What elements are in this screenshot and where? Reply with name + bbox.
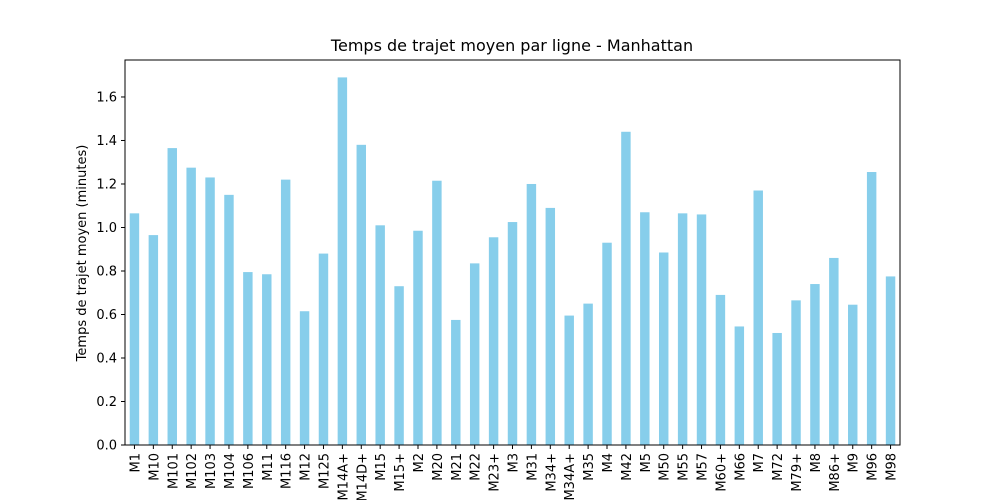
x-tick-label: M34A+ bbox=[563, 453, 578, 500]
bars-group bbox=[129, 77, 896, 446]
bar-M34A+ bbox=[564, 315, 574, 445]
y-tick-label: 0.0 bbox=[96, 439, 117, 454]
bar-M57 bbox=[696, 214, 707, 445]
x-tick-label: M125 bbox=[317, 453, 332, 489]
bar-M3 bbox=[507, 222, 518, 445]
bar-M116 bbox=[280, 179, 291, 446]
bar-M20 bbox=[432, 180, 442, 445]
chart-title: Temps de trajet moyen par ligne - Manhat… bbox=[330, 36, 693, 55]
x-tick-label: M22 bbox=[469, 453, 484, 481]
x-tick-label: M5 bbox=[639, 453, 654, 473]
y-tick-label: 1.0 bbox=[96, 221, 117, 236]
x-tick-label: M60+ bbox=[714, 453, 729, 492]
bar-M34+ bbox=[545, 207, 556, 445]
x-tick-label: M31 bbox=[525, 453, 540, 481]
bar-M4 bbox=[602, 242, 612, 445]
bar-M96 bbox=[866, 172, 877, 445]
x-tick-label: M15+ bbox=[393, 453, 408, 492]
bar-M23+ bbox=[488, 237, 499, 445]
bar-M22 bbox=[469, 263, 480, 445]
x-tick-label: M79+ bbox=[790, 453, 805, 492]
x-axis-ticks: M1 M10 M101 M102 M103 M104 M106 M11 M116 M12 M125 M… bbox=[128, 445, 900, 500]
x-tick-label: M72 bbox=[771, 453, 786, 481]
x-tick-label: M66 bbox=[733, 453, 748, 481]
x-tick-label: M55 bbox=[677, 453, 692, 481]
x-tick-label: M101 bbox=[166, 453, 181, 489]
y-tick-label: 0.2 bbox=[96, 395, 117, 410]
bar-M14D+ bbox=[356, 144, 367, 445]
x-tick-label: M102 bbox=[185, 453, 200, 489]
bar-M12 bbox=[299, 311, 310, 445]
bar-M42 bbox=[621, 131, 631, 445]
x-tick-label: M106 bbox=[242, 453, 257, 489]
x-tick-label: M103 bbox=[204, 453, 219, 489]
bar-M79+ bbox=[791, 300, 801, 445]
x-tick-label: M3 bbox=[507, 453, 522, 473]
x-tick-label: M14D+ bbox=[355, 453, 370, 500]
y-tick-label: 0.4 bbox=[96, 351, 117, 366]
bar-M106 bbox=[243, 272, 253, 445]
bar-M72 bbox=[772, 332, 782, 445]
y-axis-ticks: 0.0 0.2 0.4 0.6 0.8 1.0 1.2 1.4 1.6 bbox=[96, 90, 125, 454]
bar-M15+ bbox=[394, 286, 404, 445]
x-tick-label: M116 bbox=[280, 453, 295, 489]
bar-M21 bbox=[451, 319, 461, 445]
bar-M50 bbox=[658, 252, 669, 445]
bar-M60+ bbox=[715, 294, 726, 445]
y-tick-label: 1.2 bbox=[96, 177, 117, 192]
y-tick-label: 0.6 bbox=[96, 308, 117, 323]
bar-M35 bbox=[583, 303, 593, 445]
bar-M11 bbox=[262, 274, 272, 445]
y-axis-label: Temps de trajet moyen (minutes) bbox=[75, 145, 90, 363]
x-tick-label: M35 bbox=[582, 453, 597, 481]
x-tick-label: M23+ bbox=[488, 453, 503, 492]
x-tick-label: M42 bbox=[620, 453, 635, 481]
bar-M125 bbox=[318, 253, 329, 445]
bar-M8 bbox=[810, 284, 820, 445]
x-tick-label: M2 bbox=[412, 453, 427, 473]
x-tick-label: M20 bbox=[431, 453, 446, 481]
x-tick-label: M57 bbox=[696, 453, 711, 481]
bar-M15 bbox=[375, 225, 385, 445]
x-tick-label: M9 bbox=[847, 453, 862, 473]
x-tick-label: M96 bbox=[866, 453, 881, 481]
bar-M1 bbox=[129, 213, 140, 445]
x-tick-label: M14A+ bbox=[336, 453, 351, 500]
bar-M103 bbox=[205, 177, 215, 445]
x-tick-label: M50 bbox=[658, 453, 673, 481]
y-tick-label: 1.4 bbox=[96, 134, 117, 149]
y-tick-label: 1.6 bbox=[96, 90, 117, 105]
x-tick-label: M4 bbox=[601, 453, 616, 473]
bar-M2 bbox=[413, 230, 423, 445]
x-tick-label: M8 bbox=[809, 453, 824, 473]
bar-M5 bbox=[640, 212, 650, 445]
bar-M9 bbox=[848, 304, 858, 445]
bar-M98 bbox=[885, 276, 896, 445]
x-tick-label: M86+ bbox=[828, 453, 843, 492]
x-tick-label: M1 bbox=[128, 453, 143, 473]
bar-M66 bbox=[734, 326, 745, 445]
bar-M104 bbox=[224, 194, 234, 445]
y-tick-label: 0.8 bbox=[96, 264, 117, 279]
bar-M10 bbox=[148, 235, 159, 445]
x-tick-label: M12 bbox=[299, 453, 314, 481]
x-tick-label: M21 bbox=[450, 453, 465, 481]
x-tick-label: M15 bbox=[374, 453, 389, 481]
bar-M55 bbox=[677, 213, 688, 445]
x-tick-label: M34+ bbox=[544, 453, 559, 492]
x-tick-label: M7 bbox=[752, 453, 767, 473]
bar-M86+ bbox=[829, 257, 839, 445]
bar-M31 bbox=[526, 183, 537, 446]
bar-M102 bbox=[186, 167, 196, 445]
x-tick-label: M98 bbox=[885, 453, 900, 481]
x-tick-label: M10 bbox=[147, 453, 162, 481]
bar-M7 bbox=[753, 190, 763, 445]
bar-M101 bbox=[167, 148, 177, 446]
bar-M14A+ bbox=[337, 77, 348, 446]
plot-frame bbox=[124, 59, 901, 446]
x-tick-label: M104 bbox=[223, 453, 238, 489]
x-tick-label: M11 bbox=[261, 453, 276, 481]
